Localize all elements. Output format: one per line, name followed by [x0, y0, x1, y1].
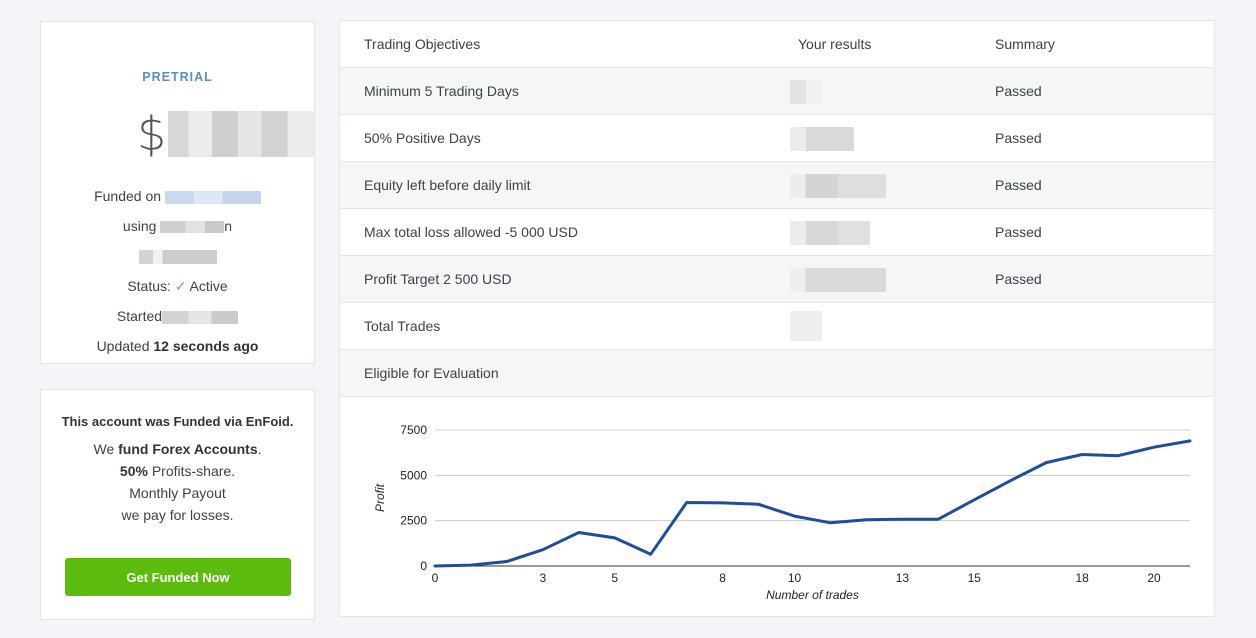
updated-line: Updated 12 seconds ago — [41, 338, 314, 354]
updated-value: 12 seconds ago — [153, 338, 259, 354]
promo-line-fund-bold: fund Forex Accounts — [118, 441, 258, 457]
result-redacted — [790, 80, 822, 104]
promo-line-payout: Monthly Payout — [129, 485, 226, 501]
x-axis-title: Number of trades — [766, 588, 859, 602]
summary-value: Passed — [995, 271, 1042, 287]
checkmark-icon: ✓ — [174, 278, 187, 294]
account-id-redacted — [138, 250, 217, 265]
summary-value: Passed — [995, 83, 1042, 99]
promo-line-fund-suffix: . — [257, 441, 262, 457]
x-tick-label: 5 — [611, 571, 618, 585]
get-funded-now-button[interactable]: Get Funded Now — [65, 558, 291, 596]
x-tick-label: 0 — [432, 571, 439, 585]
promo-line-fund: We fund Forex Accounts. — [41, 441, 314, 457]
status-value: Active — [189, 278, 228, 294]
table-row: Total Trades — [340, 303, 1214, 350]
header-summary: Summary — [995, 36, 1055, 52]
started-line: Started — [41, 308, 314, 324]
table-row: Profit Target 2 500 USD Passed — [340, 256, 1214, 303]
objective-label: Total Trades — [364, 318, 441, 334]
objective-label: Eligible for Evaluation — [364, 365, 499, 381]
using-value-redacted — [160, 221, 225, 234]
y-tick-label: 0 — [420, 559, 427, 573]
summary-value: Passed — [995, 224, 1042, 240]
header-your-results: Your results — [798, 36, 872, 52]
balance-redacted — [168, 111, 315, 157]
result-redacted — [790, 268, 886, 292]
funded-on-link-redacted[interactable] — [164, 190, 261, 204]
promo-line-losses: we pay for losses. — [121, 507, 234, 523]
result-redacted — [790, 311, 822, 341]
trading-objectives-card: Trading Objectives Your results Summary … — [339, 20, 1215, 617]
objective-label: Max total loss allowed -5 000 USD — [364, 224, 578, 240]
promo-line-share-bold: 50% — [119, 463, 148, 479]
promo-title: This account was Funded via EnFoid. — [61, 414, 294, 429]
objective-label: Equity left before daily limit — [364, 177, 531, 193]
funded-on-line: Funded on — [41, 188, 314, 204]
y-axis-title: Profit — [373, 483, 387, 512]
table-row: Max total loss allowed -5 000 USD Passed — [340, 209, 1214, 256]
table-header-row: Trading Objectives Your results Summary — [340, 21, 1214, 68]
account-tier-label: PRETRIAL — [142, 70, 213, 84]
status-label: Status: — [127, 278, 171, 294]
objective-label: Minimum 5 Trading Days — [364, 83, 519, 99]
profit-chart: 0 2500 5000 7500 0 3 5 8 10 13 15 18 20 Number of tra… — [340, 397, 1214, 616]
promo-line-share-suffix: Profits-share. — [147, 463, 236, 479]
x-tick-label: 13 — [896, 571, 910, 585]
using-label: using — [122, 218, 157, 234]
currency-symbol: $ — [137, 107, 167, 161]
x-tick-label: 8 — [719, 571, 726, 585]
table-row: Eligible for Evaluation — [340, 350, 1214, 397]
table-row: Minimum 5 Trading Days Passed — [340, 68, 1214, 115]
account-id-line — [41, 248, 314, 265]
result-redacted — [790, 174, 886, 198]
status-line: Status: ✓ Active — [41, 278, 314, 295]
started-label: Started — [116, 308, 163, 324]
x-tick-label: 15 — [968, 571, 982, 585]
header-trading-objectives: Trading Objectives — [364, 36, 481, 52]
account-card: PRETRIAL $ Funded on using n Status: ✓ Ac… — [40, 21, 315, 364]
result-redacted — [790, 221, 870, 245]
x-tick-label: 20 — [1147, 571, 1161, 585]
x-tick-label: 3 — [540, 571, 547, 585]
table-row: Equity left before daily limit Passed — [340, 162, 1214, 209]
using-line: using n — [41, 218, 314, 234]
updated-label: Updated — [96, 338, 150, 354]
promo-card: This account was Funded via EnFoid. We f… — [40, 389, 315, 620]
objective-label: Profit Target 2 500 USD — [364, 271, 512, 287]
profit-line-chart: 0 2500 5000 7500 0 3 5 8 10 13 15 18 20 Number of tra… — [373, 423, 1192, 602]
objective-label: 50% Positive Days — [364, 130, 481, 146]
y-tick-label: 2500 — [400, 514, 427, 528]
x-tick-label: 10 — [788, 571, 802, 585]
promo-line-share: 50% Profits-share. — [41, 463, 314, 479]
result-redacted — [790, 127, 854, 151]
y-tick-label: 7500 — [400, 423, 427, 437]
summary-value: Passed — [995, 130, 1042, 146]
x-tick-label: 18 — [1075, 571, 1089, 585]
promo-line-fund-prefix: We — [93, 441, 119, 457]
summary-value: Passed — [995, 177, 1042, 193]
funded-on-label: Funded on — [94, 188, 162, 204]
using-suffix: n — [224, 218, 233, 234]
profit-series-line — [433, 439, 1192, 568]
account-balance: $ — [137, 106, 315, 162]
y-tick-label: 5000 — [400, 468, 427, 482]
started-date-redacted — [162, 310, 239, 324]
table-row: 50% Positive Days Passed — [340, 115, 1214, 162]
